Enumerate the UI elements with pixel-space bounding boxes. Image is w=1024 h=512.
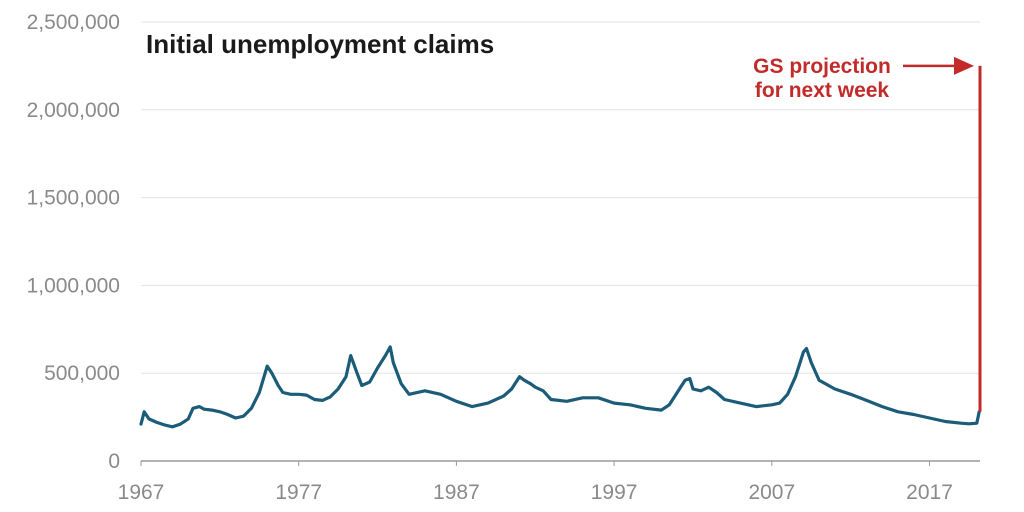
series-line-initial-claims <box>139 345 981 429</box>
x-axis-ticks: 1967 1977 1987 1997 2007 2017 <box>118 461 953 504</box>
x-tick-label: 1987 <box>433 481 480 504</box>
x-tick-label: 1967 <box>118 481 165 504</box>
annotation-label-line1: GS projection <box>753 55 891 78</box>
annotation-label-line2: for next week <box>755 79 890 102</box>
y-tick-label: 1,000,000 <box>27 274 120 297</box>
projection-annotation: GS projection for next week <box>753 55 982 412</box>
y-tick-label: 2,000,000 <box>27 99 120 122</box>
x-tick-label: 1977 <box>275 481 322 504</box>
y-tick-label: 0 <box>108 450 120 473</box>
x-tick-label: 2007 <box>748 481 795 504</box>
y-tick-label: 500,000 <box>44 362 120 385</box>
chart-title: Initial unemployment claims <box>146 29 494 59</box>
y-tick-label: 2,500,000 <box>27 11 120 34</box>
x-tick-label: 2017 <box>906 481 953 504</box>
y-axis-ticks: 0 500,000 1,000,000 1,500,000 2,000,000 2,500… <box>27 11 120 473</box>
projection-arrow-head <box>954 56 974 75</box>
grid-lines <box>141 21 980 462</box>
y-tick-label: 1,500,000 <box>27 187 120 210</box>
x-tick-label: 1997 <box>591 481 638 504</box>
